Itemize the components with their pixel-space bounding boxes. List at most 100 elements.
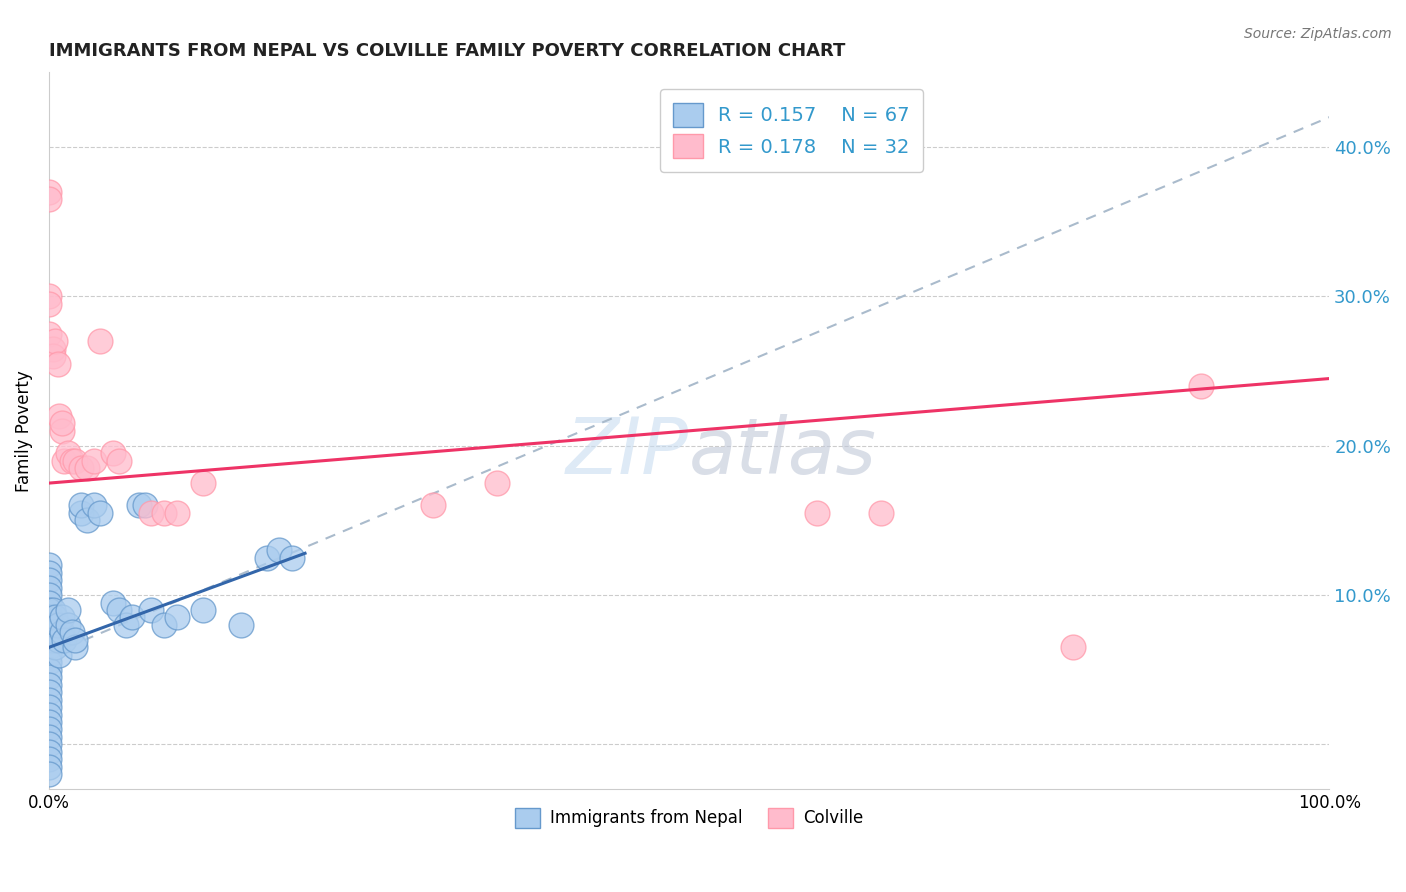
Point [42,342,65,356]
Point [46,357,69,371]
Point [1189,379,1212,393]
Point [42,632,65,647]
Point [108,453,131,467]
Point [38,297,60,311]
Point [70,461,93,475]
Point [256,550,278,565]
Point [141,506,163,520]
Point [53,453,76,467]
Point [870,506,893,520]
Point [422,499,444,513]
Point [44,625,66,640]
Point [38,640,60,655]
Point [44,610,66,624]
Point [38,700,60,714]
Point [38,618,60,632]
Point [38,610,60,624]
Point [229,618,252,632]
Point [51,424,73,438]
Point [38,670,60,684]
Point [38,603,60,617]
Point [70,499,93,513]
Text: IMMIGRANTS FROM NEPAL VS COLVILLE FAMILY POVERTY CORRELATION CHART: IMMIGRANTS FROM NEPAL VS COLVILLE FAMILY… [49,42,845,60]
Point [46,618,69,632]
Point [486,476,509,491]
Point [38,573,60,587]
Point [76,461,98,475]
Y-axis label: Family Poverty: Family Poverty [15,370,32,491]
Text: atlas: atlas [689,414,877,491]
Point [191,603,214,617]
Point [141,603,163,617]
Point [191,476,214,491]
Point [63,640,86,655]
Point [114,618,136,632]
Point [42,618,65,632]
Point [38,745,60,759]
Point [101,446,124,460]
Point [166,610,188,624]
Point [38,632,60,647]
Point [38,678,60,692]
Point [76,513,98,527]
Point [83,499,105,513]
Point [42,603,65,617]
Point [44,334,66,349]
Point [38,707,60,722]
Point [63,632,86,647]
Point [38,289,60,303]
Point [38,185,60,199]
Point [38,566,60,580]
Point [56,446,79,460]
Point [38,767,60,781]
Point [53,632,76,647]
Point [51,417,73,431]
Text: Source: ZipAtlas.com: Source: ZipAtlas.com [1244,27,1392,41]
Point [38,730,60,744]
Point [38,648,60,662]
Point [48,409,70,423]
Point [46,632,69,647]
Point [38,558,60,573]
Point [38,714,60,729]
Point [38,738,60,752]
Point [42,349,65,363]
Legend: Immigrants from Nepal, Colville: Immigrants from Nepal, Colville [509,801,870,835]
Point [166,506,188,520]
Point [38,752,60,766]
Point [1062,640,1084,655]
Point [60,453,83,467]
Point [38,655,60,669]
Point [153,618,176,632]
Point [56,618,79,632]
Point [38,692,60,706]
Point [38,588,60,602]
Point [89,334,111,349]
Point [101,596,124,610]
Point [38,685,60,699]
Point [44,640,66,655]
Point [108,603,131,617]
Point [56,603,79,617]
Point [134,499,156,513]
Point [121,610,143,624]
Point [51,625,73,640]
Point [83,453,105,467]
Point [806,506,828,520]
Point [48,648,70,662]
Point [38,596,60,610]
Point [38,326,60,341]
Point [38,581,60,595]
Point [63,453,86,467]
Point [51,610,73,624]
Point [38,192,60,206]
Point [38,760,60,774]
Text: ZIP: ZIP [567,414,689,491]
Point [281,550,304,565]
Point [128,499,150,513]
Point [89,506,111,520]
Point [38,625,60,640]
Point [38,723,60,737]
Point [60,625,83,640]
Point [38,663,60,677]
